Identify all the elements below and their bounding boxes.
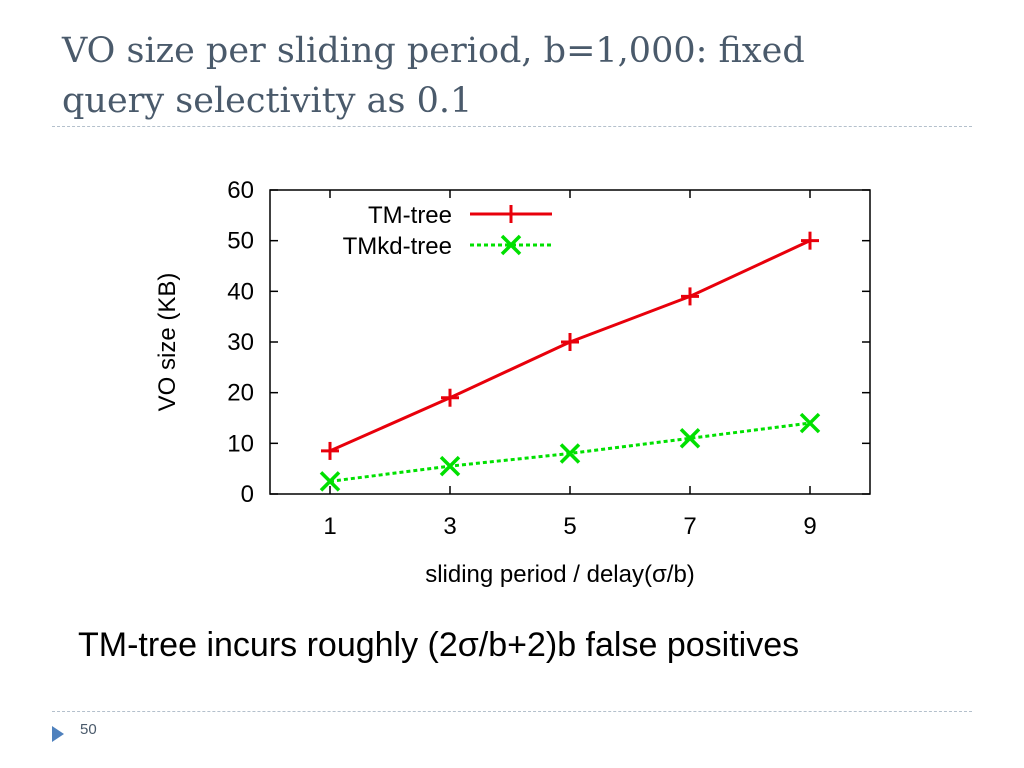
plus-marker xyxy=(801,231,819,250)
slide-title-line2: query selectivity as 0.1 xyxy=(62,81,473,121)
footer-divider xyxy=(52,711,972,712)
cross-marker xyxy=(500,234,522,256)
slide-caption: TM-tree incurs roughly (2σ/b+2)b false p… xyxy=(78,626,800,664)
y-tick-label: 30 xyxy=(227,329,254,356)
y-tick-label: 0 xyxy=(241,481,254,508)
cross-marker xyxy=(679,428,701,449)
cross-marker xyxy=(439,455,461,477)
page-number: 50 xyxy=(80,721,97,738)
plus-marker xyxy=(502,205,520,223)
line-chart: 0 10 20 30 40 50 60 1 3 5 7 9 TM-tree TMkd-tree VO … xyxy=(154,177,871,588)
cross-marker xyxy=(799,412,821,434)
x-axis-label: sliding period / delay(σ/b) xyxy=(425,561,695,588)
series-tm-tree xyxy=(321,231,819,460)
title-divider xyxy=(52,126,972,127)
triangle-bullet-icon xyxy=(52,726,64,742)
y-tick-label: 50 xyxy=(227,228,254,255)
series-layer xyxy=(319,231,821,492)
y-tick-label: 20 xyxy=(227,380,254,407)
x-tick-label: 1 xyxy=(323,513,336,540)
y-tick-label: 60 xyxy=(227,177,254,204)
x-tick-label: 9 xyxy=(803,513,816,540)
legend-label: TMkd-tree xyxy=(343,233,452,260)
legend-label: TM-tree xyxy=(368,202,452,229)
chart-legend: TM-tree TMkd-tree xyxy=(343,202,552,260)
legend-entry: TMkd-tree xyxy=(343,233,552,260)
series-tmkd-tree xyxy=(319,412,821,492)
plus-marker xyxy=(441,388,459,407)
plus-marker xyxy=(321,441,339,460)
plus-marker xyxy=(681,287,699,306)
plus-marker xyxy=(561,333,579,351)
y-axis-ticks: 0 10 20 30 40 50 60 xyxy=(227,177,870,508)
cross-marker xyxy=(319,471,341,492)
y-tick-label: 40 xyxy=(227,278,254,305)
cross-marker xyxy=(559,443,581,464)
x-tick-label: 3 xyxy=(443,513,456,540)
legend-entry: TM-tree xyxy=(368,202,552,229)
x-tick-label: 5 xyxy=(563,513,576,540)
slide-title-line1: VO size per sliding period, b=1,000: fix… xyxy=(62,31,805,71)
x-tick-label: 7 xyxy=(683,513,696,540)
y-axis-label: VO size (KB) xyxy=(154,273,181,412)
slide-title: VO size per sliding period, b=1,000: fix… xyxy=(62,26,962,126)
x-axis-ticks: 1 3 5 7 9 xyxy=(323,190,817,540)
plot-frame xyxy=(269,189,871,495)
y-tick-label: 10 xyxy=(227,430,254,457)
